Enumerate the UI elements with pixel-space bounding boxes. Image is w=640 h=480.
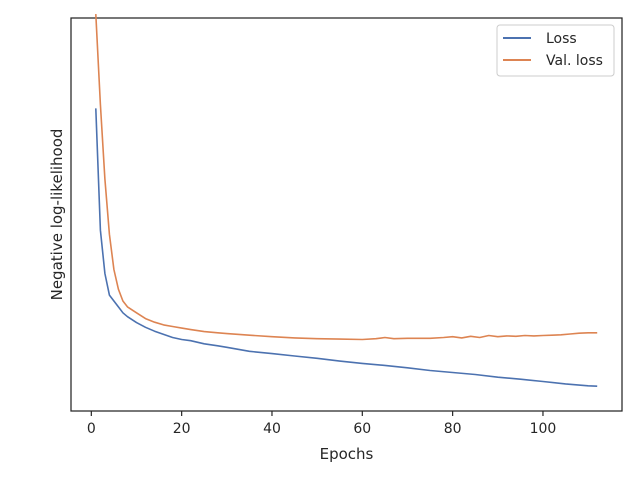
legend-label-loss: Loss	[546, 31, 577, 47]
legend-label-val-loss: Val. loss	[546, 53, 603, 69]
plot-area: 0 20 40 60 80 100	[70, 14, 623, 437]
series-line-loss	[95, 108, 598, 387]
x-tick-label: 100	[530, 421, 557, 437]
legend: Loss Val. loss	[496, 24, 615, 77]
series-line-val-loss	[95, 14, 598, 341]
x-axis-label: Epochs	[320, 445, 374, 463]
x-tick-label: 0	[87, 421, 96, 437]
x-tick-label: 20	[173, 421, 191, 437]
x-tick-label: 60	[353, 421, 371, 437]
x-tick-label: 80	[444, 421, 462, 437]
axes-frame	[70, 17, 623, 412]
x-tick-label: 40	[263, 421, 281, 437]
y-axis-label: Negative log-likelihood	[48, 129, 66, 301]
series-lines	[95, 14, 598, 387]
x-axis-ticks: 0 20 40 60 80 100	[87, 411, 556, 437]
